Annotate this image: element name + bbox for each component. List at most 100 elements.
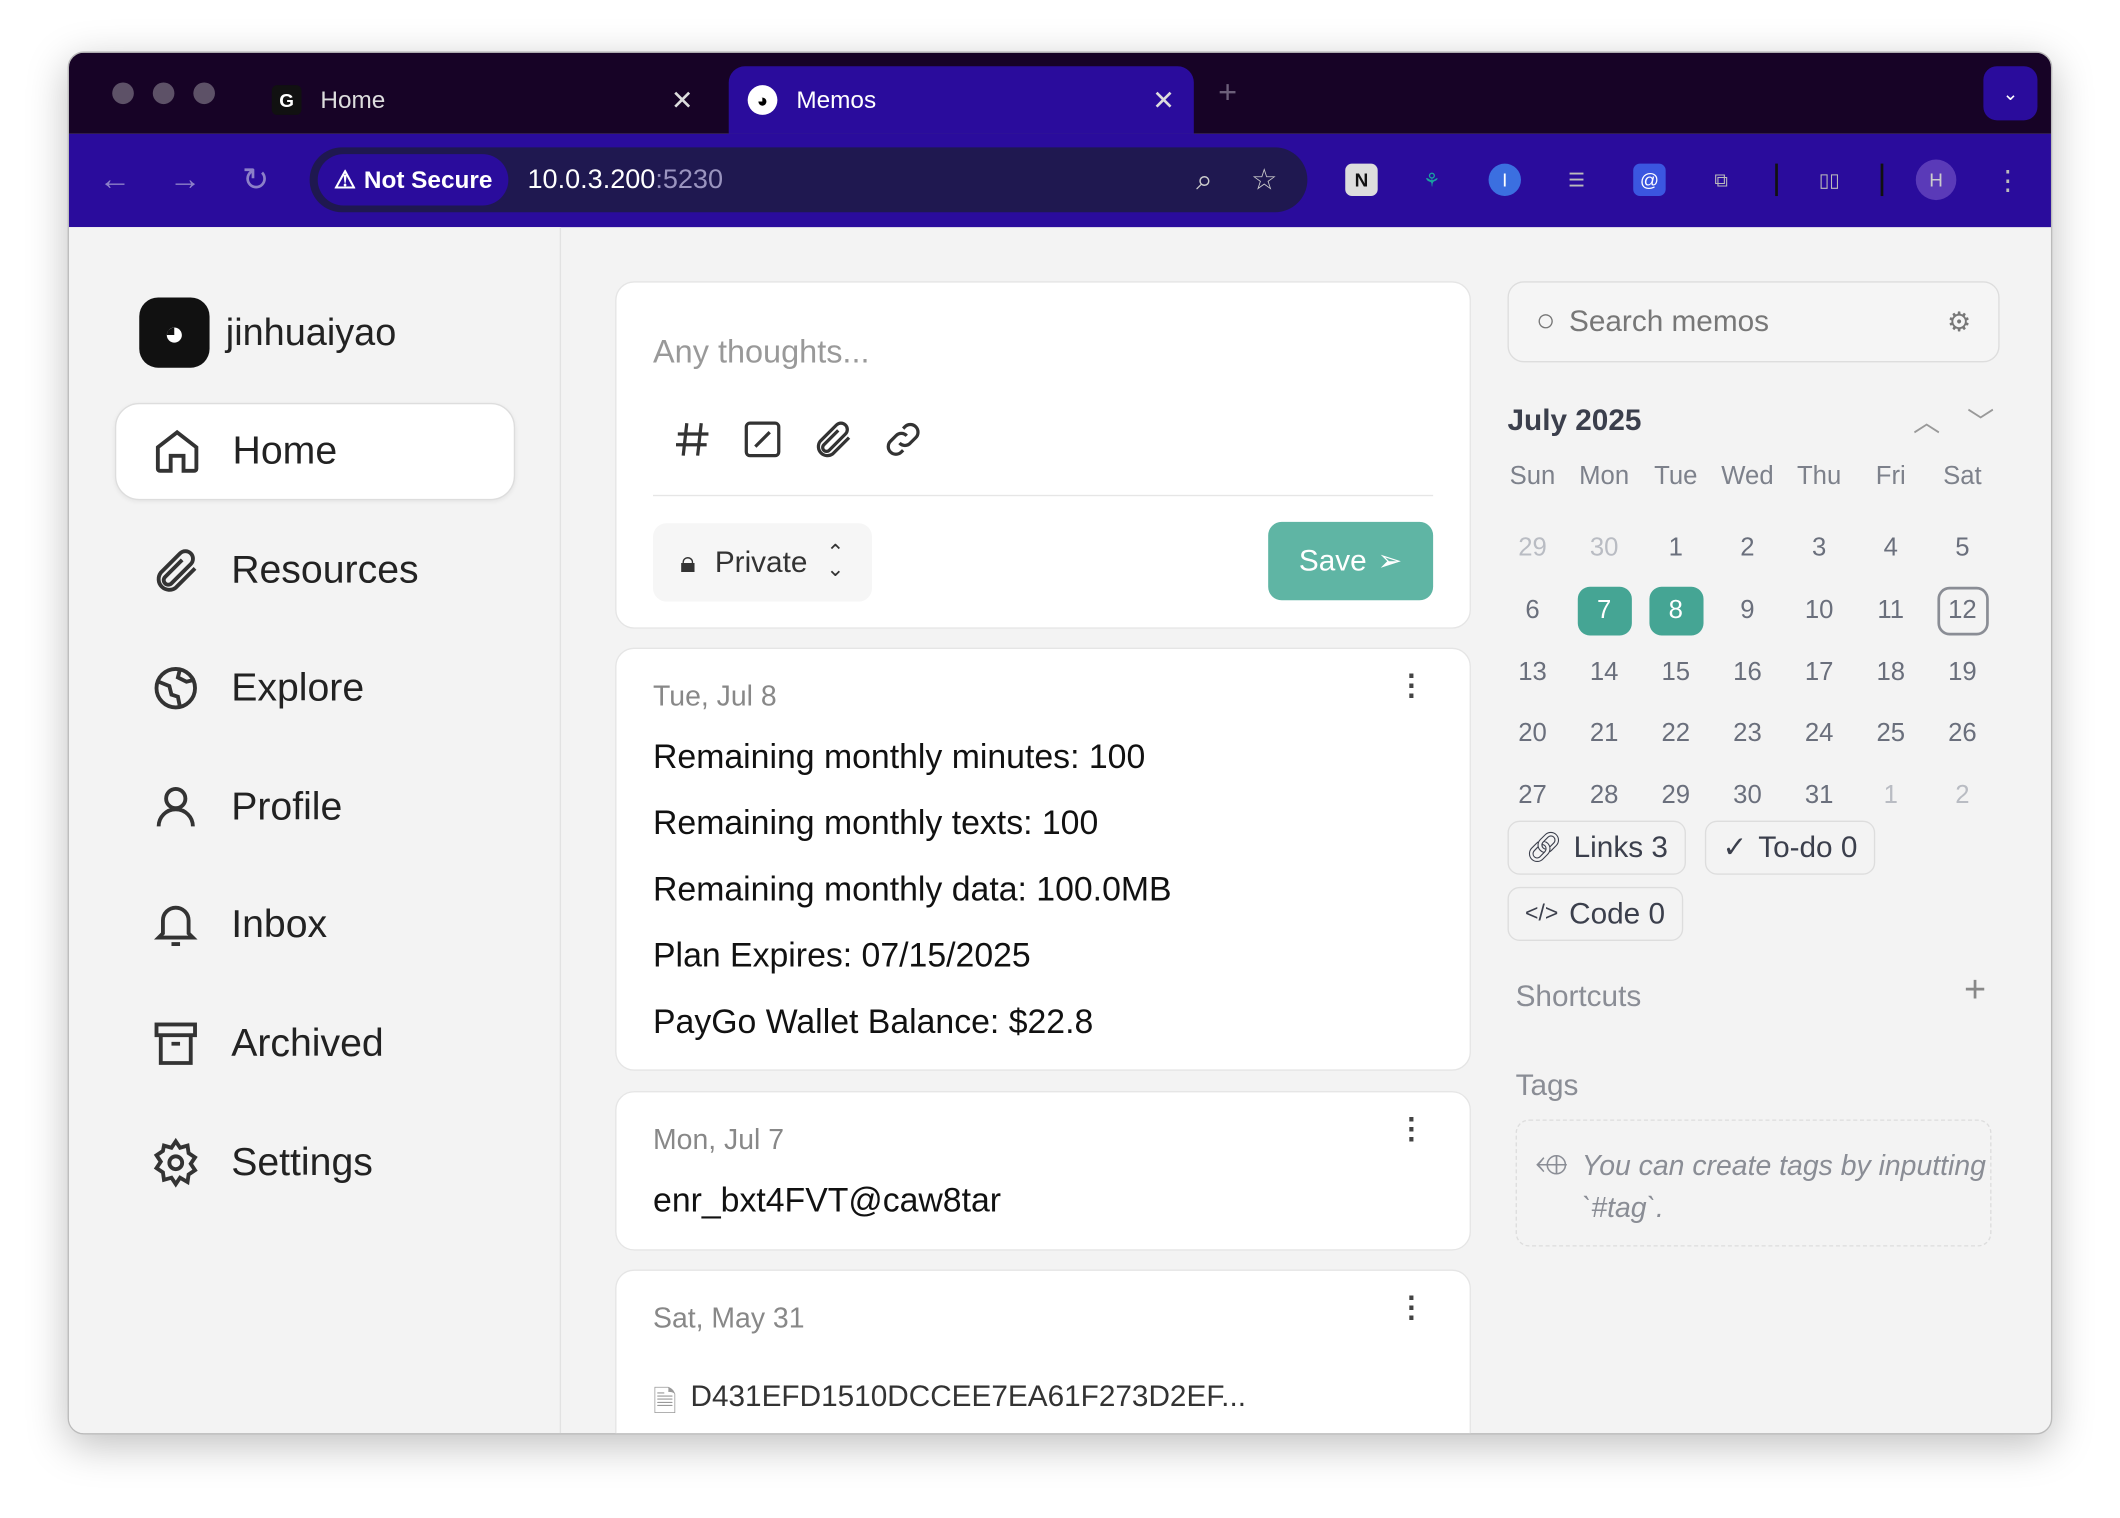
hashtag-icon[interactable] — [671, 418, 714, 461]
calendar-day[interactable]: 2 — [1927, 765, 1999, 827]
user-header[interactable]: ◕ jinhuaiyao — [139, 297, 396, 368]
close-window-button[interactable] — [112, 82, 134, 105]
reload-button[interactable]: ↻ — [242, 162, 270, 199]
back-button[interactable]: ← — [98, 160, 132, 198]
check-circle-icon: ✓ — [1722, 830, 1748, 864]
sidebar-item-profile[interactable]: Profile — [115, 758, 515, 855]
sidebar-item-resources[interactable]: Resources — [115, 522, 515, 619]
tab-search-button[interactable]: ⌄ — [1983, 66, 2038, 121]
close-tab-icon[interactable]: ✕ — [1152, 85, 1175, 116]
calendar-day[interactable]: 25 — [1855, 704, 1927, 766]
link-icon: 🔗︎ — [1525, 830, 1563, 864]
calendar-day[interactable]: 11 — [1855, 580, 1927, 642]
day-number: 21 — [1589, 719, 1619, 748]
calendar-day[interactable]: 29 — [1497, 519, 1569, 581]
calendar-day[interactable]: 6 — [1497, 580, 1569, 642]
link-icon[interactable] — [882, 418, 925, 461]
calendar-day[interactable]: 30 — [1568, 519, 1640, 581]
sidebar-item-inbox[interactable]: Inbox — [115, 876, 515, 973]
reading-list-icon[interactable]: ▯▯ — [1818, 168, 1840, 190]
calendar-day[interactable]: 18 — [1855, 642, 1927, 704]
search-input[interactable]: ○ Search memos ⚙︎ — [1507, 281, 2000, 363]
calendar-day[interactable]: 2 — [1712, 519, 1784, 581]
calendar-day[interactable]: 15 — [1640, 642, 1712, 704]
profile-avatar[interactable]: H — [1915, 159, 1957, 201]
extensions-puzzle-icon[interactable]: ⧉ — [1714, 168, 1728, 190]
day-number: 14 — [1589, 657, 1619, 687]
memo-text: Remaining monthly minutes: 100 — [653, 738, 1146, 777]
stat-code[interactable]: </> Code 0 — [1507, 886, 1683, 941]
calendar-day[interactable]: 23 — [1712, 704, 1784, 766]
user-icon — [156, 787, 195, 827]
sidebar-item-settings[interactable]: Settings — [115, 1114, 515, 1211]
maximize-window-button[interactable] — [193, 82, 215, 105]
calendar-day[interactable]: 22 — [1640, 704, 1712, 766]
notion-extension-icon[interactable]: N — [1345, 163, 1378, 197]
more-options-icon[interactable]: ⋮ — [1396, 1289, 1427, 1324]
save-button[interactable]: Save ➢ — [1268, 521, 1434, 601]
memo-input[interactable]: Any thoughts... — [653, 333, 870, 371]
translate-extension-icon[interactable]: @ — [1633, 163, 1666, 197]
calendar-day[interactable]: 1 — [1855, 765, 1927, 827]
sidebar-item-archived[interactable]: Archived — [115, 995, 515, 1092]
more-options-icon[interactable]: ⋮ — [1396, 1111, 1427, 1146]
browser-window: G Home ✕ ◕ Memos ✕ + ⌄ ← → ↻ ⚠ Not Secure… — [67, 51, 2053, 1435]
extension-icon[interactable]: ⚘ — [1423, 168, 1441, 190]
checkbox-icon[interactable] — [741, 418, 784, 461]
calendar-day[interactable]: 17 — [1783, 642, 1855, 704]
month-nav: ︿ ﹀ — [1913, 400, 1994, 439]
calendar-grid: Sun Mon Tue Wed Thu Fri Sat 29 30 1 2 3 4 5 6 7 8 9 10 11 12… — [1497, 457, 1999, 827]
calendar-day[interactable]: 13 — [1497, 642, 1569, 704]
home-icon — [155, 429, 199, 473]
sidebar-item-explore[interactable]: Explore — [115, 639, 515, 736]
zoom-icon[interactable]: ⌕ — [1196, 162, 1213, 197]
calendar-day[interactable]: 20 — [1497, 704, 1569, 766]
calendar-day[interactable]: 7 — [1568, 580, 1640, 642]
calendar-day[interactable]: 29 — [1640, 765, 1712, 827]
calendar-day[interactable]: 27 — [1497, 765, 1569, 827]
calendar-day[interactable]: 3 — [1783, 519, 1855, 581]
visibility-select[interactable]: 🔒︎ Private ⌃ ⌄ — [653, 523, 872, 602]
bookmark-star-icon[interactable]: ☆ — [1250, 162, 1278, 197]
calendar-day[interactable]: 14 — [1568, 642, 1640, 704]
calendar-day[interactable]: 28 — [1568, 765, 1640, 827]
calendar-day[interactable]: 5 — [1927, 519, 1999, 581]
memo-date: Tue, Jul 8 — [653, 681, 777, 713]
reader-list-icon[interactable]: ☰ — [1567, 168, 1585, 190]
new-tab-button[interactable]: + — [1218, 74, 1238, 111]
calendar-day[interactable]: 4 — [1855, 519, 1927, 581]
day-number: 26 — [1948, 719, 1977, 748]
calendar-day[interactable]: 31 — [1783, 765, 1855, 827]
attachment[interactable]: 🗎︎ D431EFD1510DCCEE7EA61F273D2EF... — [653, 1379, 1246, 1430]
address-bar[interactable]: ⚠ Not Secure 10.0.3.200:5230 ⌕ ☆ — [309, 147, 1308, 213]
tab-home[interactable]: G Home ✕ — [253, 66, 713, 134]
calendar-day[interactable]: 16 — [1712, 642, 1784, 704]
filter-icon[interactable]: ⚙︎ — [1946, 307, 1972, 338]
add-shortcut-icon[interactable]: + — [1963, 968, 1987, 1010]
calendar-day[interactable]: 26 — [1927, 704, 1999, 766]
calendar-day[interactable]: 24 — [1783, 704, 1855, 766]
minimize-window-button[interactable] — [152, 82, 175, 105]
calendar-day[interactable]: 21 — [1568, 704, 1640, 766]
sidebar-item-home[interactable]: Home — [114, 402, 516, 501]
stat-todo[interactable]: ✓ To-do 0 — [1704, 820, 1875, 875]
calendar-day[interactable]: 1 — [1640, 519, 1712, 581]
calendar-day[interactable]: 19 — [1927, 642, 1999, 704]
memo-card: Mon, Jul 7 ⋮ enr_bxt4FVT@caw8tar — [615, 1091, 1471, 1251]
more-options-icon[interactable]: ⋮ — [1396, 667, 1427, 702]
calendar-day[interactable]: 10 — [1783, 580, 1855, 642]
tab-memos[interactable]: ◕ Memos ✕ — [728, 66, 1194, 134]
forward-button[interactable]: → — [169, 160, 202, 198]
calendar-day[interactable]: 30 — [1712, 765, 1784, 827]
calendar-day[interactable]: 9 — [1712, 580, 1784, 642]
password-manager-icon[interactable]: I — [1488, 163, 1521, 197]
paperclip-icon[interactable] — [811, 418, 854, 461]
chevron-up-icon[interactable]: ︿ — [1913, 408, 1941, 439]
security-indicator[interactable]: ⚠ Not Secure — [317, 154, 509, 206]
stat-links[interactable]: 🔗︎ Links 3 — [1507, 820, 1686, 875]
calendar-day[interactable]: 12 — [1927, 580, 1999, 642]
calendar-day[interactable]: 8 — [1640, 580, 1712, 642]
chevron-down-icon[interactable]: ﹀ — [1967, 408, 1995, 439]
close-tab-icon[interactable]: ✕ — [670, 85, 694, 116]
browser-menu-icon[interactable]: ⋮ — [1994, 165, 2022, 196]
